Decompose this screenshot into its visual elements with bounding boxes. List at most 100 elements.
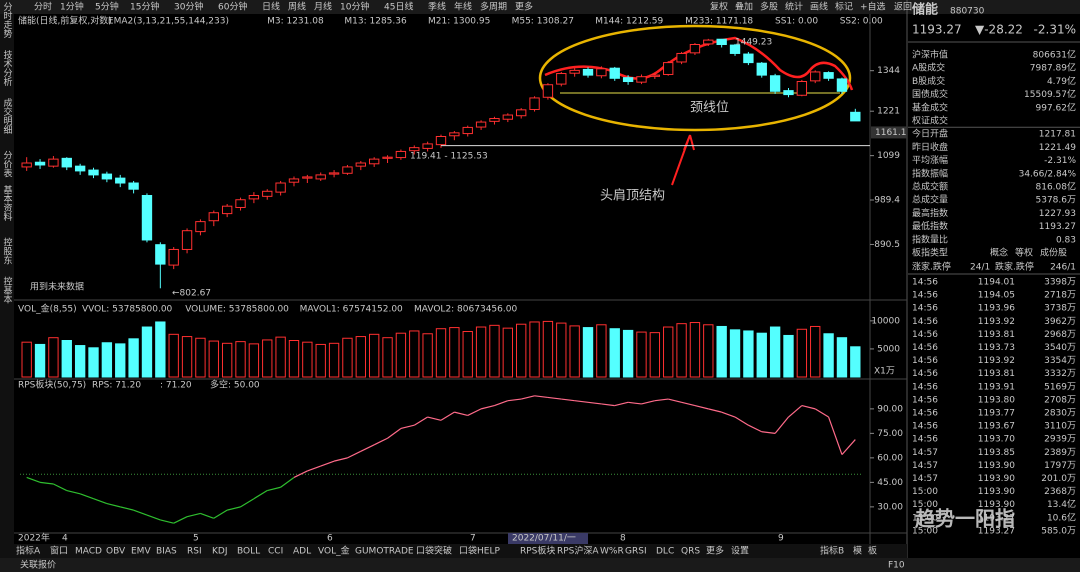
tick-time: 14:56 bbox=[912, 304, 938, 314]
tab[interactable]: W%R bbox=[600, 547, 624, 557]
tab[interactable]: BOLL bbox=[237, 547, 260, 557]
tab[interactable]: 板 bbox=[868, 545, 877, 557]
toolbar-item[interactable]: 季线 bbox=[428, 1, 446, 13]
tab[interactable]: QRS bbox=[681, 547, 700, 557]
stat-label: 总成交量 bbox=[912, 194, 948, 206]
volume-bar bbox=[703, 324, 714, 378]
toolbar-item[interactable]: 月线 bbox=[314, 1, 332, 13]
toolbar-item[interactable]: 多股 bbox=[760, 1, 778, 13]
tab[interactable]: RSI bbox=[187, 547, 202, 557]
tab[interactable]: 设置 bbox=[731, 546, 749, 557]
volume-bar bbox=[155, 321, 166, 378]
tick-volume: 3332万 bbox=[1044, 369, 1076, 379]
sidebar-tab[interactable]: 成交明细 bbox=[2, 97, 13, 134]
toolbar-item[interactable]: +自选 bbox=[860, 1, 886, 13]
tab[interactable]: MACD bbox=[75, 547, 102, 557]
candle-body bbox=[609, 67, 620, 79]
toolbar-item[interactable]: 画线 bbox=[810, 1, 828, 13]
rps-segment bbox=[53, 483, 68, 492]
toolbar-item[interactable]: 复权 bbox=[710, 1, 728, 13]
toolbar-item[interactable]: 60分钟 bbox=[218, 1, 247, 13]
tab[interactable]: EMV bbox=[131, 547, 151, 557]
stat-value: 5378.6万 bbox=[1036, 196, 1077, 206]
toolbar-item[interactable]: 更多 bbox=[515, 1, 533, 13]
sidebar-tab[interactable]: 分价表 bbox=[2, 150, 13, 178]
candle-body bbox=[115, 177, 126, 184]
sidebar-tab[interactable]: 分时走势 bbox=[2, 2, 13, 39]
tab[interactable]: KDJ bbox=[212, 547, 228, 557]
tab[interactable]: RPS板块 bbox=[520, 545, 555, 557]
sidebar-tab[interactable]: 控股东 bbox=[2, 236, 13, 264]
toolbar-item[interactable]: 日线 bbox=[262, 1, 280, 13]
rps-segment bbox=[641, 400, 655, 405]
sidebar-tab[interactable]: 控基本 bbox=[2, 275, 13, 304]
tab[interactable]: GUMOTRADE bbox=[355, 547, 414, 557]
tab[interactable]: RPS沪深A bbox=[557, 545, 599, 557]
toolbar-item[interactable]: 分时 bbox=[34, 1, 52, 13]
tab[interactable]: BIAS bbox=[156, 547, 177, 557]
stat-label: 总成交额 bbox=[912, 181, 948, 193]
indicator-field: EMA2(3,13,21,55,144,233) bbox=[108, 17, 229, 27]
toolbar-item[interactable]: 5分钟 bbox=[95, 1, 119, 13]
volume-bar bbox=[235, 341, 246, 378]
tab[interactable]: 指标B bbox=[820, 545, 844, 557]
candle-body bbox=[649, 74, 661, 77]
toolbar-item[interactable]: 10分钟 bbox=[340, 1, 369, 13]
volume-bar bbox=[61, 340, 72, 378]
rps-segment bbox=[427, 416, 442, 421]
tab[interactable]: 窗口 bbox=[50, 545, 68, 557]
toolbar-item[interactable]: 返回 bbox=[894, 1, 912, 13]
tab[interactable]: 更多 bbox=[706, 545, 724, 557]
tick-price: 1193.67 bbox=[978, 422, 1015, 432]
candle-body bbox=[729, 44, 741, 54]
rps-segment bbox=[668, 398, 682, 403]
candle-body bbox=[475, 121, 487, 128]
toolbar-item[interactable]: 30分钟 bbox=[174, 1, 203, 13]
volume-bar bbox=[850, 346, 861, 378]
y-tick-label: 890.5 bbox=[874, 240, 900, 250]
toolbar-item[interactable]: 45日线 bbox=[384, 1, 413, 13]
tick-time: 14:56 bbox=[912, 356, 938, 366]
rps-segment bbox=[200, 512, 215, 519]
toolbar-item[interactable]: 周线 bbox=[288, 1, 306, 13]
tab[interactable]: 模 bbox=[853, 546, 862, 557]
toolbar-item[interactable]: 叠加 bbox=[735, 2, 753, 13]
toolbar-item[interactable]: 多周期 bbox=[480, 1, 507, 13]
volume-bar bbox=[475, 326, 487, 378]
tab[interactable]: 口袋突破 bbox=[416, 545, 452, 557]
tab[interactable]: 口袋HELP bbox=[459, 545, 500, 557]
sidebar-tab[interactable]: 技术分析 bbox=[2, 49, 13, 87]
rps-segment bbox=[293, 470, 308, 479]
tick-price: 1193.27 bbox=[978, 526, 1015, 536]
tab[interactable]: VOL_金 bbox=[318, 545, 350, 557]
toolbar-item[interactable]: 15分钟 bbox=[130, 1, 159, 13]
tick-price: 1193.77 bbox=[978, 409, 1015, 419]
x-label: 4 bbox=[62, 534, 68, 544]
tab[interactable]: GRSI bbox=[625, 547, 647, 557]
rps-segment bbox=[387, 427, 402, 439]
tab[interactable]: CCI bbox=[268, 547, 283, 557]
tick-price: 1193.96 bbox=[978, 304, 1015, 314]
rps-segment bbox=[333, 457, 348, 462]
tab[interactable]: ADL bbox=[293, 547, 311, 557]
tick-price: 1193.27 bbox=[978, 513, 1015, 523]
rps-segment bbox=[774, 416, 789, 434]
toolbar-item[interactable]: 年线 bbox=[454, 1, 472, 13]
board-item: 概念 bbox=[990, 247, 1008, 259]
toolbar-item[interactable]: 标记 bbox=[835, 1, 853, 13]
tick-time: 14:56 bbox=[912, 395, 938, 405]
stat-value: 1193.27 bbox=[1039, 222, 1076, 232]
toolbar-item[interactable]: 统计 bbox=[785, 1, 803, 13]
candle-body bbox=[208, 212, 219, 222]
toolbar-item[interactable]: 1分钟 bbox=[60, 1, 84, 13]
volume-bar bbox=[582, 327, 594, 378]
tab[interactable]: OBV bbox=[106, 547, 126, 557]
tab[interactable]: DLC bbox=[656, 547, 674, 557]
stat-label: 基金成交 bbox=[912, 101, 948, 113]
volume-bar bbox=[328, 342, 340, 378]
tick-price: 1193.90 bbox=[978, 500, 1015, 510]
tab[interactable]: 指标A bbox=[16, 545, 41, 557]
volume-bar bbox=[168, 333, 179, 378]
volume-bar bbox=[221, 342, 233, 378]
sidebar-tab[interactable]: 基本资料 bbox=[2, 184, 13, 222]
